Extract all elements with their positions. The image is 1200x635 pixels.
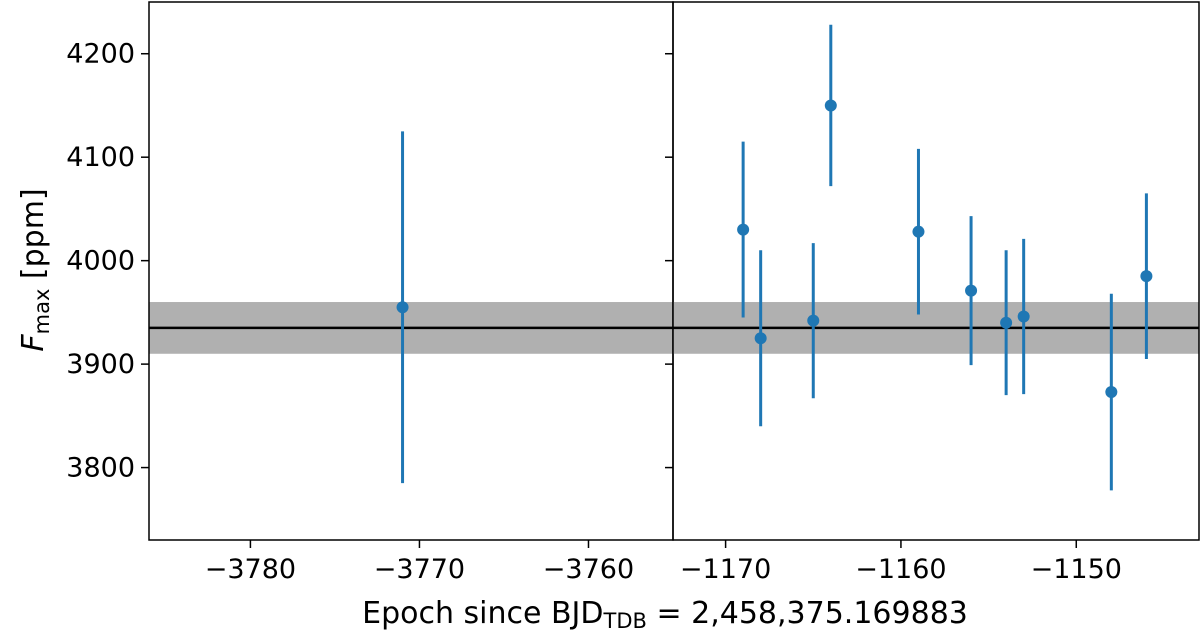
y-axis-label: Fmax [ppm] — [16, 188, 54, 351]
point-marker — [754, 332, 767, 345]
data-point — [396, 131, 409, 484]
y-tick-label: 4000 — [66, 246, 135, 277]
data-point — [1017, 238, 1030, 395]
point-marker — [965, 284, 978, 297]
point-marker — [824, 99, 837, 112]
data-point — [965, 216, 978, 366]
x-tick-label: −3770 — [374, 554, 465, 585]
point-marker — [396, 301, 409, 314]
data-point — [1000, 250, 1013, 396]
point-marker — [1105, 386, 1118, 399]
point-marker — [807, 314, 820, 327]
x-tick-label: −3780 — [205, 554, 296, 585]
data-point — [1105, 293, 1118, 491]
right-panel-frame — [672, 1, 1200, 541]
data-point — [1140, 193, 1153, 359]
y-tick-label: 4200 — [66, 39, 135, 70]
data-point — [754, 250, 767, 427]
point-marker — [737, 223, 750, 236]
data-point — [737, 141, 750, 318]
y-tick-label: 4100 — [66, 142, 135, 173]
data-point — [824, 24, 837, 187]
x-axis-label: Epoch since BJDTDB = 2,458,375.169883 — [362, 596, 968, 633]
point-marker — [912, 225, 925, 238]
point-marker — [1140, 270, 1153, 283]
left-panel-frame — [148, 1, 674, 541]
x-tick-label: −1150 — [1031, 554, 1122, 585]
x-tick-label: −1170 — [680, 554, 771, 585]
x-tick-label: −1160 — [855, 554, 946, 585]
y-tick-label: 3900 — [66, 349, 135, 380]
left-panel: −3780 −3770 −3760 3800 3900 4000 4100 4200 — [66, 1, 674, 585]
data-point — [912, 148, 925, 315]
y-tick-label: 3800 — [66, 453, 135, 484]
data-point — [807, 243, 820, 399]
point-marker — [1017, 310, 1030, 323]
point-marker — [1000, 316, 1013, 329]
x-tick-label: −3760 — [543, 554, 634, 585]
right-panel: −1170 −1160 −1150 — [672, 1, 1200, 585]
